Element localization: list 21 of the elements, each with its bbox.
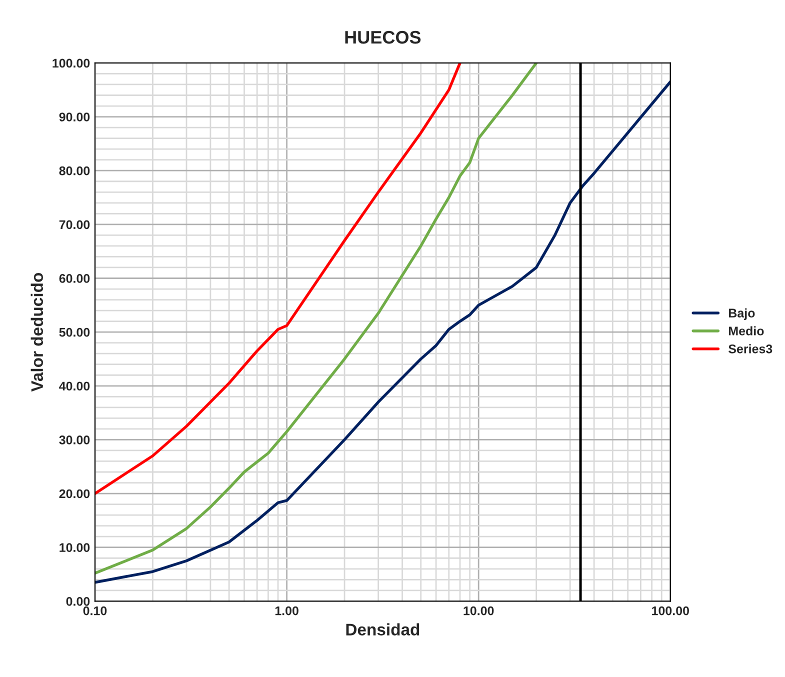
y-tick-label: 0.00 [66,596,90,606]
y-tick-label: 90.00 [59,112,90,122]
y-tick-label: 10.00 [60,543,90,552]
y-tick-label: 50.00 [59,328,90,337]
y-tick-label: 70.00 [59,220,90,230]
y-tick-label: 80.00 [59,166,90,176]
chart-title: HUECOS [345,30,421,44]
y-tick-label: 40.00 [59,382,90,391]
y-tick-label: 30.00 [59,436,90,444]
legend-label: Series3 [728,344,772,354]
x-tick-label: 1.00 [275,606,298,616]
y-axis-title: Valor deducido [30,272,44,392]
y-tick-label: 100.00 [52,58,90,68]
legend-label: Medio [728,326,764,336]
x-tick-label: 100.00 [652,606,689,616]
x-axis-title: Densidad [346,623,420,636]
legend-label: Bajo [728,308,755,320]
x-tick-label: 0.10 [83,606,107,616]
x-tick-label: 10.00 [464,606,494,616]
y-tick-label: 60.00 [59,274,90,283]
y-tick-label: 20.00 [59,489,90,498]
